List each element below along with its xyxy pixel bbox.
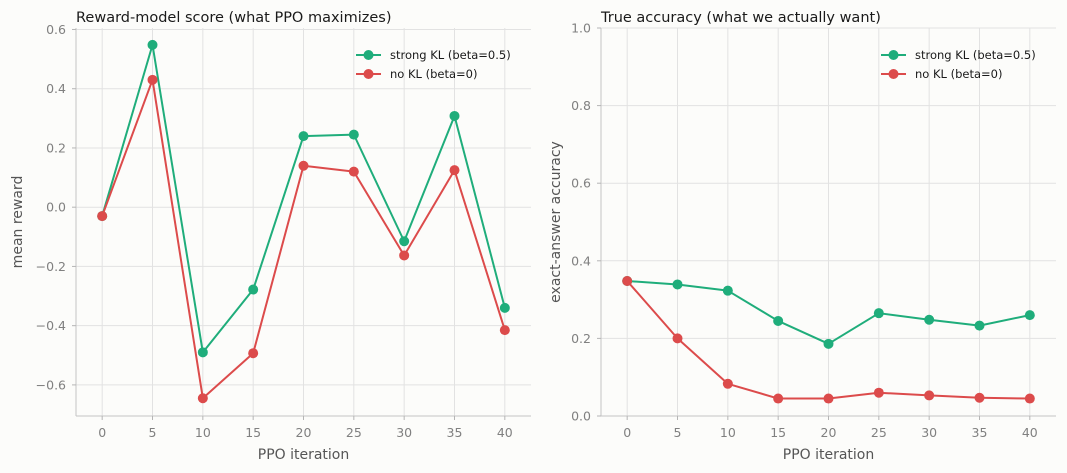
data-point bbox=[399, 250, 410, 261]
series-0 bbox=[622, 275, 1035, 349]
data-point bbox=[298, 160, 309, 171]
y-tick-label: −0.6 bbox=[36, 377, 66, 392]
data-point bbox=[449, 110, 460, 121]
y-tick-label: 0.6 bbox=[571, 176, 591, 191]
x-tick-label: 40 bbox=[497, 425, 513, 440]
y-axis-label: mean reward bbox=[10, 176, 26, 269]
x-tick-label: 15 bbox=[245, 425, 261, 440]
data-point bbox=[722, 378, 733, 389]
data-point bbox=[873, 387, 884, 398]
chart-title: Reward-model score (what PPO maximizes) bbox=[76, 10, 391, 26]
y-tick-label: 0.6 bbox=[46, 22, 66, 37]
chart-title: True accuracy (what we actually want) bbox=[600, 10, 881, 26]
data-point bbox=[449, 165, 460, 176]
data-point bbox=[248, 284, 259, 295]
data-point bbox=[672, 279, 683, 290]
series-0 bbox=[97, 39, 510, 358]
y-tick-label: −0.2 bbox=[36, 259, 66, 274]
legend-marker bbox=[888, 50, 899, 60]
x-tick-label: 40 bbox=[1022, 425, 1038, 440]
data-point bbox=[873, 308, 884, 319]
data-point bbox=[147, 39, 158, 50]
data-point bbox=[147, 74, 158, 85]
x-tick-label: 10 bbox=[195, 425, 211, 440]
x-tick-label: 10 bbox=[720, 425, 736, 440]
data-point bbox=[622, 275, 633, 286]
x-tick-label: 20 bbox=[821, 425, 837, 440]
y-tick-label: 0.2 bbox=[46, 140, 66, 155]
data-point bbox=[924, 390, 935, 401]
legend-marker bbox=[363, 69, 374, 79]
data-point bbox=[722, 285, 733, 296]
data-point bbox=[197, 347, 208, 358]
data-point bbox=[1024, 310, 1035, 321]
data-point bbox=[348, 129, 359, 140]
x-tick-label: 5 bbox=[149, 425, 157, 440]
data-point bbox=[672, 333, 683, 344]
x-tick-label: 35 bbox=[447, 425, 463, 440]
legend-label: no KL (beta=0) bbox=[390, 67, 477, 81]
x-tick-label: 15 bbox=[770, 425, 786, 440]
data-point bbox=[399, 236, 410, 247]
x-tick-label: 20 bbox=[296, 425, 312, 440]
legend-label: no KL (beta=0) bbox=[915, 67, 1002, 81]
data-point bbox=[499, 302, 510, 313]
y-tick-label: 0.4 bbox=[46, 81, 66, 96]
series-1 bbox=[622, 275, 1035, 404]
x-axis-label: PPO iteration bbox=[258, 447, 350, 463]
x-tick-label: 25 bbox=[346, 425, 362, 440]
data-point bbox=[924, 314, 935, 325]
legend: strong KL (beta=0.5) no KL (beta=0) bbox=[356, 48, 511, 81]
x-axis-label: PPO iteration bbox=[783, 447, 875, 463]
y-tick-label: 1.0 bbox=[571, 21, 591, 36]
y-tick-label: 0.2 bbox=[571, 331, 591, 346]
legend-label: strong KL (beta=0.5) bbox=[390, 48, 511, 62]
legend-label: strong KL (beta=0.5) bbox=[915, 48, 1036, 62]
data-point bbox=[974, 320, 985, 331]
y-axis-label: exact-answer accuracy bbox=[548, 141, 564, 303]
gridlines bbox=[601, 27, 1056, 417]
y-tick-label: 0.4 bbox=[571, 253, 591, 268]
data-point bbox=[773, 315, 784, 326]
y-tick-label: 0.8 bbox=[571, 98, 591, 113]
data-point bbox=[1024, 393, 1035, 404]
accuracy-chart: 0 5 10 15 20 25 30 35 40 0.0 0.2 0.4 0.6 0.8 1.0 True a… bbox=[548, 10, 1056, 463]
data-point bbox=[974, 392, 985, 403]
x-tick-label: 5 bbox=[674, 425, 682, 440]
legend: strong KL (beta=0.5) no KL (beta=0) bbox=[881, 48, 1036, 81]
y-tick-label: −0.4 bbox=[36, 318, 66, 333]
legend-marker bbox=[363, 50, 374, 60]
reward-chart: 0 5 10 15 20 25 30 35 40 −0.6 −0.4 −0.2 0.0 0.2 0.4 0.6… bbox=[10, 10, 531, 463]
legend-marker bbox=[888, 69, 899, 79]
data-point bbox=[348, 166, 359, 177]
x-tick-label: 30 bbox=[921, 425, 937, 440]
x-tick-label: 0 bbox=[623, 425, 631, 440]
data-point bbox=[773, 393, 784, 404]
y-tick-label: 0.0 bbox=[571, 409, 591, 424]
series-1 bbox=[97, 74, 510, 404]
data-point bbox=[197, 393, 208, 404]
y-tick-label: 0.0 bbox=[46, 200, 66, 215]
x-tick-label: 25 bbox=[871, 425, 887, 440]
data-point bbox=[298, 131, 309, 142]
gridlines bbox=[76, 28, 531, 416]
data-point bbox=[823, 338, 834, 349]
x-tick-label: 0 bbox=[98, 425, 106, 440]
data-point bbox=[97, 211, 108, 222]
x-tick-label: 35 bbox=[972, 425, 988, 440]
data-point bbox=[499, 325, 510, 336]
data-point bbox=[248, 348, 259, 359]
data-point bbox=[823, 393, 834, 404]
x-tick-label: 30 bbox=[396, 425, 412, 440]
